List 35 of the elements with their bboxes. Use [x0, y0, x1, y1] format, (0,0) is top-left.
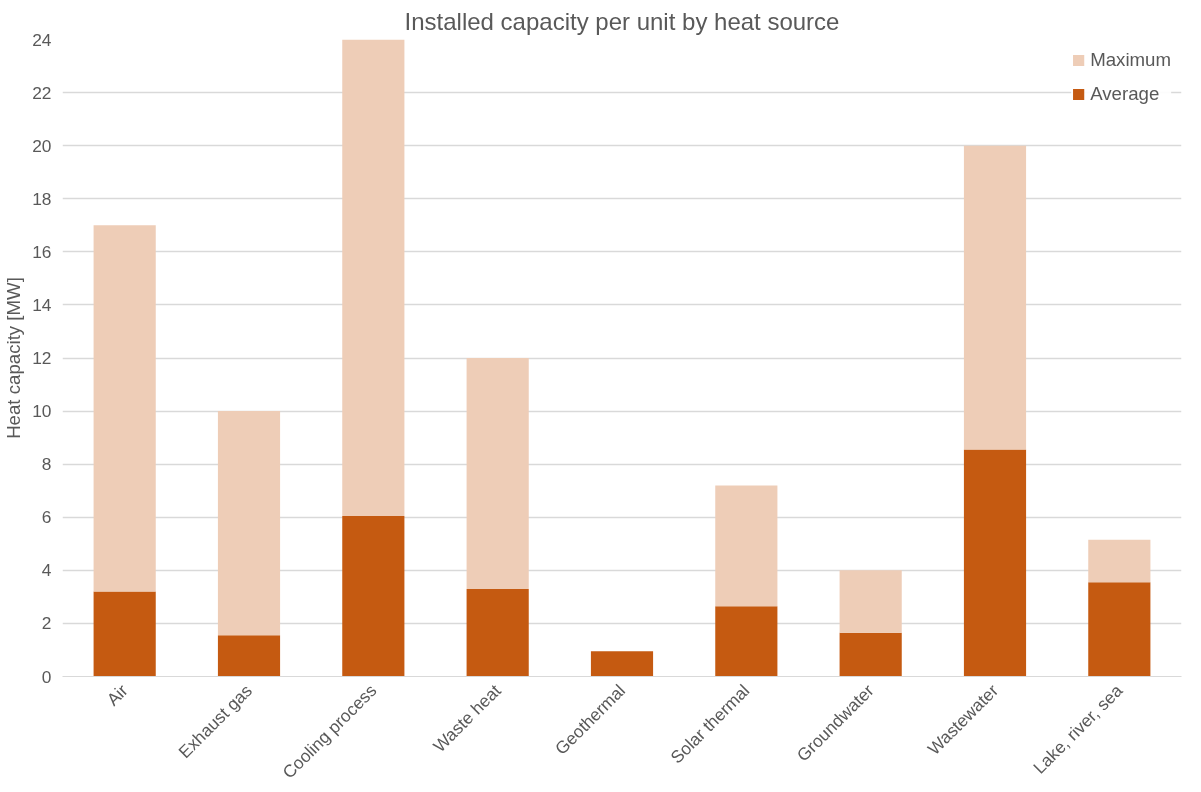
y-tick-label: 10	[32, 401, 52, 422]
y-tick-label: 8	[41, 454, 52, 475]
bar	[466, 588, 529, 677]
bar	[93, 591, 156, 677]
bar	[963, 145, 1027, 450]
chart-title: Installed capacity per unit by heat source	[404, 7, 840, 35]
y-tick-label: 4	[41, 560, 52, 581]
y-tick-label: 6	[41, 507, 52, 528]
y-tick-label: 22	[32, 82, 52, 103]
y-tick-label: 20	[32, 135, 52, 156]
y-tick-label: 2	[41, 613, 52, 634]
bar	[715, 485, 778, 607]
bar	[590, 651, 654, 677]
bar	[839, 570, 902, 633]
bar	[1088, 539, 1151, 583]
bar	[963, 449, 1027, 677]
bar	[217, 411, 281, 636]
y-tick-label: 24	[32, 29, 52, 50]
y-tick-label: 0	[41, 666, 52, 687]
y-tick-label: 16	[32, 241, 52, 262]
bar	[342, 515, 405, 677]
x-tick-label: Air	[102, 680, 132, 710]
bar	[466, 358, 529, 589]
bar	[839, 632, 902, 677]
bar	[1088, 582, 1151, 677]
y-axis-title: Heat capacity [MW]	[3, 277, 25, 439]
y-tick-label: 18	[32, 188, 52, 209]
bar	[342, 39, 405, 516]
bar	[715, 606, 778, 677]
legend-label: Maximum	[1090, 49, 1171, 71]
y-tick-label: 12	[32, 348, 52, 368]
bar	[93, 225, 156, 592]
bar	[217, 635, 281, 677]
y-tick-label: 14	[32, 294, 52, 315]
legend-label: Average	[1090, 83, 1160, 105]
